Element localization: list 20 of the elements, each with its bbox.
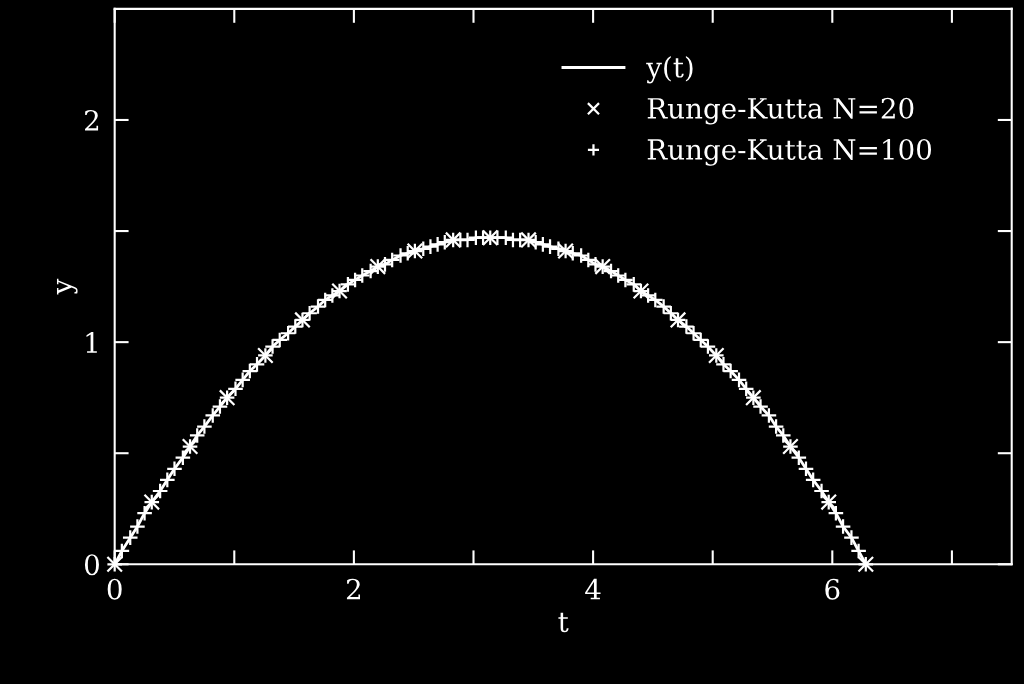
x-tick-label: 6 (825, 578, 840, 600)
legend-label: y(t) (646, 56, 693, 84)
point (857, 555, 875, 573)
y-axis-title: y (56, 278, 78, 295)
legend-label: Runge-Kutta N=20 (647, 97, 914, 125)
x-tick-label: 2 (346, 578, 361, 600)
x-axis-title: t (558, 612, 569, 633)
point (106, 555, 124, 573)
point (481, 229, 499, 247)
point (406, 242, 424, 260)
x-tick-label: 0 (107, 578, 122, 600)
y-tick-label: 2 (85, 109, 99, 131)
point (707, 347, 725, 364)
point (444, 231, 462, 249)
y-tick-label: 0 (84, 554, 99, 576)
y-tick-label: 1 (86, 332, 97, 353)
point (744, 389, 762, 407)
legend-label: Runge-Kutta N=100 (647, 138, 932, 166)
x-tick-label: 4 (585, 578, 601, 600)
point (669, 311, 687, 329)
